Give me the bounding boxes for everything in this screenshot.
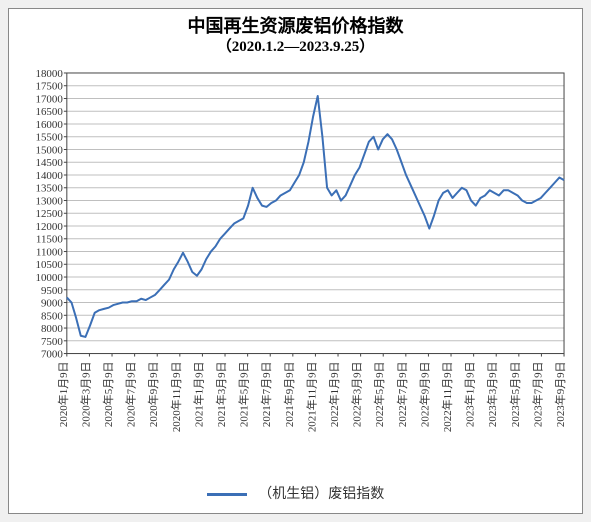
svg-text:2022年11月9日: 2022年11月9日 [440,362,454,433]
svg-text:2020年11月9日: 2020年11月9日 [169,362,183,433]
svg-text:10500: 10500 [35,259,63,271]
svg-text:14500: 14500 [35,157,63,169]
svg-text:2021年7月9日: 2021年7月9日 [259,362,273,428]
svg-text:2020年5月9日: 2020年5月9日 [101,362,115,428]
svg-text:2021年5月9日: 2021年5月9日 [237,362,251,428]
svg-text:2021年3月9日: 2021年3月9日 [214,362,228,428]
legend-label: （机生铝）废铝指数 [258,487,384,502]
svg-text:8500: 8500 [41,310,63,322]
chart-frame: 中国再生资源废铝价格指数 （2020.1.2—2023.9.25） 700075… [8,8,583,514]
svg-text:2020年3月9日: 2020年3月9日 [78,362,92,428]
svg-text:2022年3月9日: 2022年3月9日 [350,362,364,428]
svg-text:2021年1月9日: 2021年1月9日 [191,362,205,428]
chart-title-sub: （2020.1.2—2023.9.25） [9,38,582,58]
svg-text:2020年1月9日: 2020年1月9日 [56,362,70,428]
svg-text:8000: 8000 [41,323,63,335]
svg-text:9500: 9500 [41,285,63,297]
svg-text:10000: 10000 [35,272,63,284]
svg-text:17500: 17500 [35,81,63,93]
svg-text:12500: 12500 [35,208,63,220]
svg-text:11000: 11000 [36,247,63,259]
svg-text:2021年9月9日: 2021年9月9日 [282,362,296,428]
svg-text:2022年1月9日: 2022年1月9日 [327,362,341,428]
chart-title-main: 中国再生资源废铝价格指数 [9,15,582,38]
svg-text:17000: 17000 [35,93,63,105]
legend: （机生铝）废铝指数 [9,483,582,503]
svg-text:2022年7月9日: 2022年7月9日 [395,362,409,428]
svg-text:11500: 11500 [36,234,63,246]
legend-swatch [207,493,247,496]
svg-text:2022年9月9日: 2022年9月9日 [417,362,431,428]
svg-text:14000: 14000 [35,170,63,182]
svg-text:2021年11月9日: 2021年11月9日 [304,362,318,433]
svg-text:15500: 15500 [35,132,63,144]
chart-title: 中国再生资源废铝价格指数 （2020.1.2—2023.9.25） [9,15,582,58]
svg-text:12000: 12000 [35,221,63,233]
svg-text:13000: 13000 [35,196,63,208]
svg-text:7000: 7000 [41,349,63,361]
svg-text:2023年3月9日: 2023年3月9日 [485,362,499,428]
svg-text:15000: 15000 [35,144,63,156]
svg-text:7500: 7500 [41,336,63,348]
chart-svg: 7000750080008500900095001000010500110001… [19,69,572,463]
svg-text:2022年5月9日: 2022年5月9日 [372,362,386,428]
svg-text:18000: 18000 [35,69,63,80]
svg-text:16500: 16500 [35,106,63,118]
svg-text:2020年7月9日: 2020年7月9日 [124,362,138,428]
svg-text:2023年1月9日: 2023年1月9日 [463,362,477,428]
svg-text:2023年5月9日: 2023年5月9日 [508,362,522,428]
svg-text:9000: 9000 [41,298,63,310]
svg-text:2023年7月9日: 2023年7月9日 [530,362,544,428]
plot-area: 7000750080008500900095001000010500110001… [19,69,572,463]
svg-text:16000: 16000 [35,119,63,131]
svg-text:13500: 13500 [35,183,63,195]
svg-text:2020年9月9日: 2020年9月9日 [146,362,160,428]
svg-text:2023年9月9日: 2023年9月9日 [553,362,567,428]
